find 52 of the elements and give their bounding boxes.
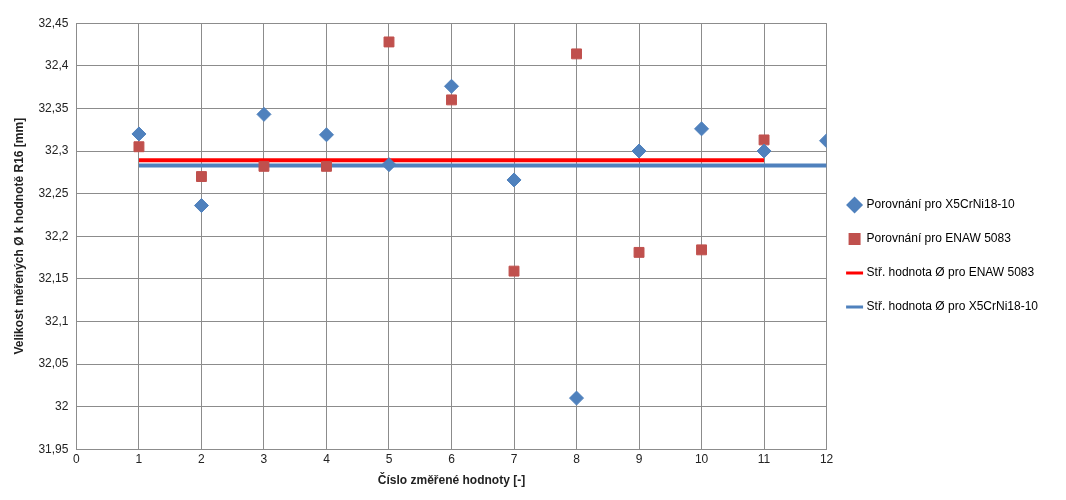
x-tick-label: 8	[573, 451, 581, 466]
point	[193, 198, 209, 214]
x-tick-label: 5	[385, 451, 393, 466]
point	[381, 157, 397, 173]
point	[321, 160, 332, 172]
y-tick-label: 32	[55, 398, 69, 413]
point	[133, 141, 145, 153]
point	[569, 390, 585, 406]
x-tick-label: 7	[510, 451, 518, 466]
y-tick-label: 32,3	[45, 143, 69, 158]
x-tick-label: 6	[448, 451, 456, 466]
y-tick-label: 32,05	[38, 356, 69, 371]
point	[696, 244, 707, 256]
x-tick-label: 4	[323, 451, 331, 466]
legend-label: Porovnání pro ENAW 5083	[866, 231, 1012, 246]
point	[631, 143, 647, 159]
point	[508, 265, 520, 277]
y-tick-label: 32,45	[38, 15, 69, 30]
point	[756, 143, 772, 159]
point	[444, 78, 459, 94]
x-tick-label: 12	[819, 451, 834, 466]
point	[446, 94, 457, 106]
y-tick-label: 32,4	[45, 58, 69, 73]
point	[758, 134, 770, 146]
point	[318, 127, 334, 143]
point	[383, 36, 395, 48]
x-tick-label: 9	[635, 451, 643, 466]
point	[256, 106, 272, 122]
y-axis-title: Velikost měřených Ø k hodnotě R16 [mm]	[11, 117, 26, 355]
legend-label: Stř. hodnota Ø pro X5CrNi18-10	[866, 299, 1039, 314]
x-tick-label: 10	[694, 451, 709, 466]
x-tick-label: 1	[135, 451, 143, 466]
point	[694, 121, 710, 137]
y-tick-label: 32,25	[38, 185, 69, 200]
point	[258, 160, 270, 172]
legend-label: Stř. hodnota Ø pro ENAW 5083	[866, 265, 1035, 280]
y-tick-label: 31,95	[38, 441, 69, 456]
y-tick-label: 32,15	[38, 271, 69, 286]
x-tick-label: 2	[198, 451, 206, 466]
point	[196, 171, 207, 183]
point	[571, 48, 582, 60]
x-tick-label: 3	[260, 451, 268, 466]
point	[506, 172, 522, 188]
legend-label: Porovnání pro X5CrNi18-10	[866, 197, 1015, 212]
y-tick-label: 32,35	[38, 100, 69, 115]
y-tick-label: 32,2	[45, 228, 69, 243]
point	[633, 246, 645, 258]
x-axis-title: Číslo změřené hodnoty [-]	[377, 472, 526, 488]
point	[131, 126, 147, 142]
x-tick-label: 0	[73, 451, 81, 466]
y-tick-label: 32,1	[45, 313, 69, 328]
x-tick-label: 11	[757, 451, 771, 466]
